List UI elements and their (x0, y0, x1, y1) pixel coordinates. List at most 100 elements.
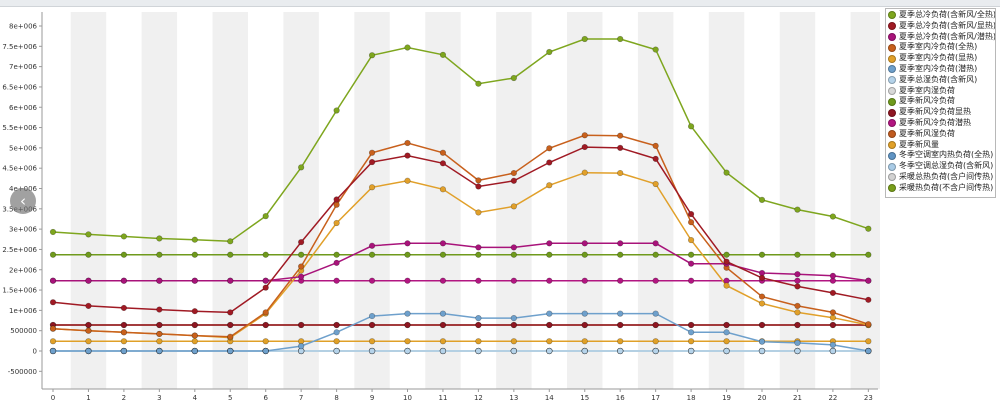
series-line (53, 242, 869, 282)
y-tick-label: 4.5e+006 (2, 165, 37, 173)
data-point (652, 180, 659, 188)
data-point (652, 338, 659, 345)
data-point (617, 144, 624, 151)
data-point (439, 149, 447, 156)
legend-item[interactable]: 夏季新风冷负荷潜热 (888, 118, 995, 129)
legend-item[interactable]: 采暖热负荷(不含户间传热) (888, 183, 995, 194)
data-point (794, 339, 801, 346)
legend-marker-icon (888, 140, 896, 149)
legend-item[interactable]: 夏季新风量 (888, 140, 995, 151)
x-tick-label: 9 (370, 394, 374, 402)
legend-item[interactable]: 夏季室内冷负荷(潜热) (888, 64, 995, 75)
data-point (368, 184, 376, 191)
data-point (191, 347, 198, 355)
data-point (368, 321, 376, 329)
legend-item[interactable]: 夏季室内冷负荷(显热) (888, 53, 995, 64)
data-point (298, 343, 305, 350)
data-point (156, 338, 163, 345)
data-point (510, 74, 517, 82)
y-tick-label: 5.5e+006 (2, 124, 37, 132)
legend-item[interactable]: 冬季空调室内热负荷(全热) (888, 150, 995, 161)
data-point (156, 251, 163, 258)
data-point (758, 300, 766, 307)
data-point (227, 238, 234, 245)
legend-item[interactable]: 夏季新风冷负荷 (888, 96, 995, 107)
data-point (687, 251, 695, 258)
data-point (439, 347, 447, 355)
data-point (191, 332, 198, 339)
legend-item[interactable]: 夏季总冷负荷(含新风/显热) (888, 21, 995, 32)
legend-item[interactable]: 夏季新风冷负荷显热 (888, 107, 995, 118)
data-point (510, 347, 517, 355)
data-point (262, 309, 269, 316)
x-tick-label: 19 (722, 394, 731, 402)
legend-marker-icon (888, 173, 896, 182)
data-point (404, 277, 411, 284)
data-point (617, 310, 624, 317)
data-point (865, 225, 872, 232)
data-point (227, 321, 234, 329)
data-point (829, 272, 837, 279)
data-point (156, 306, 163, 313)
legend-marker-icon (888, 119, 896, 128)
data-point (794, 277, 801, 284)
legend-item[interactable]: 采暖总热负荷(含户间传热) (888, 172, 995, 183)
data-point (829, 347, 837, 355)
data-point (49, 228, 57, 236)
data-point (617, 251, 624, 258)
data-point (546, 48, 553, 56)
data-point (687, 321, 695, 329)
legend-marker-icon (888, 108, 896, 117)
legend-item[interactable]: 夏季室内冷负荷(全热) (888, 42, 995, 53)
data-point (865, 296, 872, 303)
legend-item[interactable]: 夏季总冷负荷(含新风/全热) (888, 10, 995, 21)
data-point (85, 302, 92, 310)
x-tick-label: 21 (793, 394, 802, 402)
data-point (439, 251, 447, 258)
legend-item[interactable]: 冬季空调总湿负荷(含新风) (888, 161, 995, 172)
data-point (227, 333, 234, 340)
legend-item[interactable]: 夏季室内湿负荷 (888, 86, 995, 97)
data-point (617, 321, 624, 329)
data-point (652, 46, 659, 53)
legend-item[interactable]: 夏季总冷负荷(含新风/潜热) (888, 32, 995, 43)
data-point (829, 309, 837, 316)
data-point (794, 309, 801, 316)
data-point (120, 251, 127, 258)
series-lines (52, 38, 869, 352)
data-point (298, 263, 305, 270)
data-point (652, 142, 659, 149)
legend-item[interactable]: 夏季总湿负荷(含新风) (888, 75, 995, 86)
data-point (475, 338, 482, 345)
y-tick-label: 1.5e+006 (2, 287, 37, 295)
data-point (865, 251, 872, 258)
data-point (191, 338, 198, 345)
data-point (475, 314, 482, 322)
data-point (120, 321, 127, 329)
data-point (865, 321, 872, 328)
data-point (510, 244, 517, 251)
data-point (191, 308, 198, 315)
x-tick-label: 3 (157, 394, 161, 402)
data-point (439, 240, 447, 247)
data-point (49, 277, 57, 284)
data-point (546, 277, 553, 284)
previous-arrow-button[interactable]: ‹ (10, 188, 36, 214)
data-point (510, 169, 517, 177)
data-point (262, 277, 269, 284)
data-point (581, 240, 588, 247)
legend-label: 夏季总冷负荷(含新风/潜热) (899, 31, 995, 41)
data-point (120, 329, 127, 336)
data-point (475, 244, 482, 251)
legend-item[interactable]: 夏季新风湿负荷 (888, 129, 995, 140)
data-point (85, 231, 92, 238)
data-point (404, 321, 411, 329)
data-point (191, 277, 198, 284)
data-point (581, 277, 588, 284)
data-point (191, 321, 198, 329)
data-point (333, 196, 340, 203)
data-point (156, 277, 163, 284)
data-point (794, 347, 801, 355)
data-point (262, 347, 269, 355)
data-point (723, 258, 730, 265)
